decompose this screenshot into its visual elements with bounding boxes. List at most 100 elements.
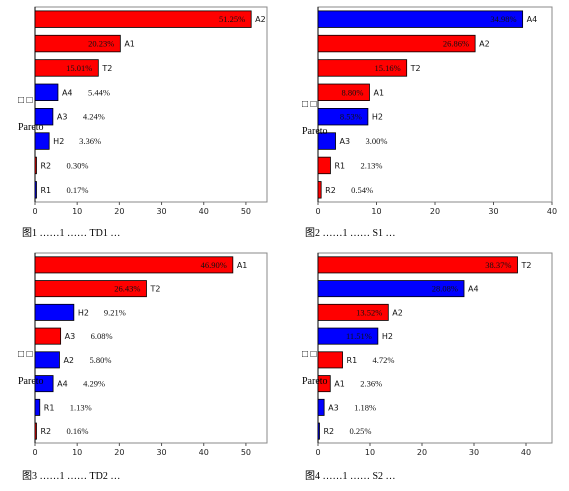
- bar-T2: [317, 256, 518, 274]
- bar-A3: [317, 398, 325, 416]
- bar-T2: [34, 280, 147, 298]
- bar-T2: [34, 59, 99, 77]
- side-label: Pareto: [302, 126, 328, 137]
- bar-H2: [34, 132, 50, 150]
- value-label: 1.13%: [70, 402, 92, 412]
- bar-A4: [317, 280, 465, 298]
- value-label: 2.13%: [360, 160, 382, 170]
- category-label: A1: [373, 88, 384, 97]
- x-tick-label: 20: [114, 207, 124, 216]
- x-tick-label: 10: [365, 448, 375, 457]
- category-label: A3: [340, 137, 351, 146]
- bar-T2: [317, 59, 408, 77]
- x-tick-label: 50: [241, 207, 251, 216]
- category-label: A1: [237, 261, 248, 270]
- x-tick-label: 40: [547, 207, 557, 216]
- bar-A3: [34, 327, 62, 345]
- category-label: A4: [57, 380, 68, 389]
- category-label: H2: [382, 332, 393, 341]
- chart-caption: 图1 ……1 …… TD1 …: [22, 227, 120, 239]
- category-label: R2: [324, 427, 335, 436]
- category-label: A2: [255, 15, 266, 24]
- category-label: T2: [410, 64, 421, 73]
- category-label: T2: [149, 285, 160, 294]
- category-label: A3: [328, 403, 339, 412]
- bar-A3: [317, 132, 336, 150]
- x-tick-label: 40: [199, 448, 209, 457]
- category-label: R2: [325, 186, 336, 195]
- value-label: 8.53%: [340, 112, 362, 122]
- category-label: A2: [63, 356, 74, 365]
- value-label: 13.52%: [356, 307, 382, 317]
- x-tick-label: 20: [417, 448, 427, 457]
- category-label: A3: [57, 113, 68, 122]
- x-tick-label: 30: [469, 448, 479, 457]
- value-label: 1.18%: [354, 402, 376, 412]
- category-label: R1: [41, 186, 52, 195]
- value-label: 38.37%: [485, 260, 511, 270]
- category-label: A2: [392, 308, 403, 317]
- x-tick-label: 0: [315, 448, 320, 457]
- side-label: Pareto: [18, 122, 44, 133]
- value-label: 4.24%: [83, 112, 105, 122]
- category-label: A3: [65, 332, 76, 341]
- value-label: 20.23%: [88, 39, 114, 49]
- chart-caption: 图4 ……1 …… S2 …: [305, 470, 396, 482]
- bar-A1: [34, 256, 234, 274]
- value-label: 0.54%: [351, 185, 373, 195]
- bar-R2: [34, 156, 37, 175]
- bar-A4: [34, 83, 59, 102]
- bar-A4: [317, 10, 524, 28]
- value-label: 8.80%: [342, 87, 364, 97]
- x-tick-label: 30: [488, 207, 498, 216]
- bar-A4: [34, 375, 54, 393]
- side-label-top: □ □: [18, 95, 33, 106]
- category-label: H2: [372, 113, 383, 122]
- category-label: A4: [468, 285, 479, 294]
- bar-R1: [34, 181, 37, 199]
- category-label: A4: [527, 15, 538, 24]
- value-label: 3.00%: [366, 136, 388, 146]
- side-label-top: □ □: [302, 349, 317, 360]
- x-tick-label: 30: [156, 448, 166, 457]
- chart-1: 0 10 20 30 40 50 A2 51.25% A1 20.23% T2 15.01% A4 5.4…: [18, 6, 268, 239]
- bar-A2: [317, 303, 389, 321]
- value-label: 2.36%: [360, 379, 382, 389]
- value-label: 15.16%: [374, 63, 400, 73]
- x-tick-label: 0: [315, 207, 320, 216]
- chart-4: 0 10 20 30 40 T2 38.37% A4 28.08% A2 13.52% H2 11.51…: [302, 252, 553, 482]
- value-label: 28.08%: [432, 284, 458, 294]
- bar-R2: [317, 422, 320, 440]
- bar-R1: [317, 351, 343, 369]
- value-label: 0.30%: [67, 160, 89, 170]
- x-tick-label: 50: [241, 448, 251, 457]
- value-label: 6.08%: [91, 331, 113, 341]
- category-label: R2: [41, 427, 52, 436]
- bar-R2: [34, 422, 37, 440]
- bar-R1: [34, 398, 41, 416]
- x-tick-label: 10: [72, 207, 82, 216]
- category-label: R1: [334, 161, 345, 170]
- side-label: Pareto: [18, 376, 44, 387]
- value-label: 11.51%: [346, 331, 372, 341]
- side-label-top: □ □: [302, 99, 317, 110]
- bar-H2: [317, 108, 369, 126]
- x-tick-label: 20: [430, 207, 440, 216]
- chart-caption: 图3 ……1 …… TD2 …: [22, 470, 120, 482]
- side-label: Pareto: [302, 376, 328, 387]
- x-tick-label: 40: [199, 207, 209, 216]
- value-label: 4.29%: [83, 379, 105, 389]
- bar-A2: [34, 10, 252, 28]
- category-label: A4: [62, 88, 73, 97]
- side-label-top: □ □: [18, 349, 33, 360]
- value-label: 5.44%: [88, 87, 110, 97]
- bar-H2: [317, 327, 379, 345]
- bar-A2: [317, 34, 476, 53]
- category-label: A2: [479, 40, 490, 49]
- value-label: 4.72%: [373, 355, 395, 365]
- bar-A1: [317, 375, 331, 393]
- value-label: 15.01%: [66, 63, 92, 73]
- value-label: 9.21%: [104, 307, 126, 317]
- value-label: 26.43%: [114, 284, 140, 294]
